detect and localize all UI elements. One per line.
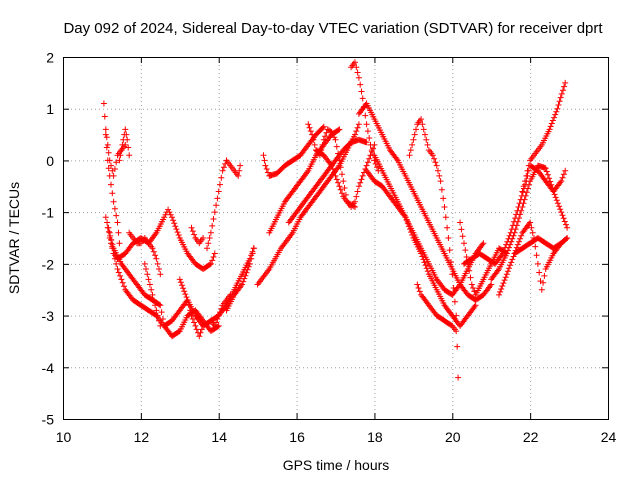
data-point-markers	[204, 157, 244, 252]
y-tick-label: -1	[42, 205, 55, 221]
data-point-markers	[348, 59, 382, 174]
series-track-13	[223, 245, 257, 314]
data-point-markers	[116, 126, 133, 164]
series-track-23	[371, 152, 479, 329]
series-track-21	[355, 100, 495, 304]
y-tick-label: 1	[46, 101, 54, 117]
x-tick-label: 22	[523, 429, 539, 445]
data-point-markers	[104, 224, 222, 340]
series-track-9	[176, 276, 207, 340]
data-point-markers	[126, 229, 164, 278]
data-point-markers	[188, 224, 207, 247]
series-track-10	[188, 224, 207, 247]
y-tick-label: 2	[46, 50, 54, 66]
data-point-markers	[355, 100, 495, 304]
data-point-markers	[266, 126, 343, 236]
series-track-2	[102, 131, 123, 247]
x-tick-label: 12	[134, 429, 150, 445]
series-track-11	[204, 157, 244, 252]
series-track-28	[488, 162, 571, 283]
series-track-30	[519, 79, 569, 195]
y-tick-label: -3	[42, 308, 55, 324]
chart-title: Day 092 of 2024, Sidereal Day-to-day VTE…	[63, 20, 603, 37]
series-track-31	[511, 235, 571, 257]
y-tick-label: 0	[46, 153, 54, 169]
data-point-markers	[313, 147, 358, 210]
series-track-20	[348, 59, 382, 174]
series-track-3	[116, 126, 133, 164]
series-track-16	[266, 126, 343, 236]
data-point-markers	[414, 281, 460, 335]
series-track-15	[260, 123, 327, 179]
data-point-markers	[511, 235, 571, 257]
y-tick-label: -4	[42, 360, 55, 376]
series-track-24	[406, 116, 462, 381]
data-point-markers	[363, 167, 487, 298]
y-tick-label: -2	[42, 256, 55, 272]
series-track-8	[141, 260, 164, 329]
data-point-markers	[176, 276, 207, 340]
data-marks	[100, 59, 571, 381]
y-tick-label: -5	[42, 412, 55, 428]
x-tick-label: 18	[367, 429, 383, 445]
series-track-7	[126, 229, 164, 278]
series-track-22	[363, 167, 487, 298]
data-point-markers	[102, 131, 123, 247]
x-tick-label: 14	[211, 429, 227, 445]
y-tick-labels: -5 -4 -3 -2 -1 0 1 2	[42, 50, 55, 428]
x-tick-labels: 10 12 14 16 18 20 22 24	[56, 429, 617, 445]
data-point-markers	[496, 219, 571, 298]
x-tick-label: 10	[56, 429, 72, 445]
y-axis-label: SDTVAR / TECUs	[6, 182, 22, 294]
series-track-12	[207, 291, 234, 329]
data-point-markers	[260, 123, 327, 179]
data-point-markers	[207, 291, 234, 329]
x-tick-label: 20	[445, 429, 461, 445]
series-track-19	[313, 147, 358, 210]
data-point-markers	[371, 152, 479, 329]
series-track-25	[414, 281, 460, 335]
x-axis-label: GPS time / hours	[283, 457, 390, 473]
series-track-5	[104, 224, 222, 340]
data-point-markers	[141, 260, 164, 329]
series-track-29	[496, 219, 571, 298]
x-tick-label: 24	[601, 429, 617, 445]
data-point-markers	[406, 116, 462, 381]
x-tick-label: 16	[289, 429, 305, 445]
data-point-markers	[488, 162, 571, 283]
plot-frame	[63, 57, 609, 420]
data-point-markers	[519, 79, 569, 195]
data-point-markers	[223, 245, 257, 314]
